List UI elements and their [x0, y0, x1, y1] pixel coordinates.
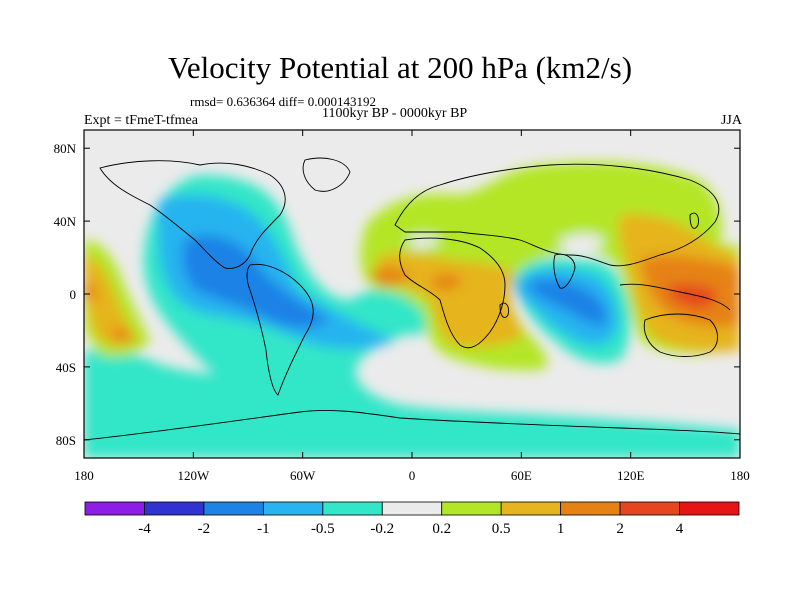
colorbar-box	[560, 501, 621, 516]
coastlines	[84, 157, 740, 441]
coastline-australia	[643, 313, 718, 357]
x-tick-label: 60E	[511, 468, 532, 483]
region-pos-africa-core-2	[430, 274, 462, 290]
axis-ticks: 180 120W 60W 0 60E 120E 180 80N 40N 0 40S 80S	[54, 130, 750, 483]
colorbar-label: -0.2	[370, 521, 395, 537]
contour-field	[84, 130, 740, 458]
colorbar-box	[322, 501, 383, 516]
region-neg-indian-3	[528, 278, 607, 326]
colorbar-box	[203, 501, 264, 516]
colorbar-label: -2	[197, 521, 211, 537]
experiment-label: Expt = tFmeT-tfmea	[84, 113, 198, 128]
region-neg-americas-2	[182, 235, 330, 329]
coastline-japan	[689, 212, 699, 229]
x-tick-label: 0	[409, 468, 416, 483]
coastline-south-america	[246, 263, 314, 396]
period-label: 1100kyr BP - 0000kyr BP	[322, 106, 468, 121]
colorbar-label: -4	[138, 521, 151, 537]
colorbar-box	[262, 501, 324, 516]
map-title: Velocity Potential at 200 hPa (km2/s)	[167, 50, 633, 85]
region-pos-epac-core	[84, 280, 98, 301]
rmsd-diff-stats: rmsd= 0.636364 diff= 0.000143192	[190, 94, 376, 109]
x-tick-label: 120W	[177, 468, 210, 483]
coastline-antarctica	[84, 409, 740, 441]
colorbar	[84, 501, 740, 516]
y-tick-label: 80N	[54, 141, 77, 156]
colorbar-label: 1	[556, 521, 565, 537]
colorbar-box	[84, 501, 145, 516]
colorbar-box	[679, 501, 740, 516]
colorbar-label: 4	[675, 521, 684, 537]
colorbar-box	[500, 501, 562, 516]
region-pos-epac-2	[84, 255, 138, 347]
region-pos-africa	[378, 252, 525, 347]
colorbar-label: 2	[616, 521, 624, 537]
colorbar-box	[381, 501, 443, 516]
region-pos-wpac-core	[665, 284, 716, 308]
x-tick-label: 60W	[290, 468, 316, 483]
x-tick-label: 120E	[617, 468, 645, 483]
region-pos-africa-core	[371, 267, 410, 287]
colorbar-label: -0.5	[310, 521, 335, 537]
coastline-north-america	[99, 160, 286, 269]
y-tick-label: 0	[70, 287, 77, 302]
x-tick-label: 180	[730, 468, 750, 483]
colorbar-box	[144, 501, 205, 516]
region-neg-americas-1	[157, 195, 395, 349]
coastline-madagascar	[499, 302, 509, 318]
y-tick-label: 40N	[54, 214, 77, 229]
colorbar-label: -1	[257, 521, 270, 537]
season-label: JJA	[720, 113, 742, 128]
y-tick-label: 40S	[56, 360, 76, 375]
colorbar-box	[441, 501, 502, 516]
coastline-africa	[399, 237, 506, 349]
y-tick-label: 80S	[56, 433, 76, 448]
colorbar-box	[619, 501, 680, 516]
x-tick-label: 180	[74, 468, 94, 483]
region-neutral-india	[559, 234, 605, 253]
coastline-maritime	[619, 283, 731, 311]
coastline-europe-asia	[394, 163, 720, 267]
coastline-india	[553, 253, 576, 289]
colorbar-label: 0.2	[432, 521, 452, 537]
region-pos-epac-core-2	[112, 328, 132, 341]
colorbar-label: 0.5	[491, 521, 511, 537]
coastline-greenland	[302, 157, 351, 192]
